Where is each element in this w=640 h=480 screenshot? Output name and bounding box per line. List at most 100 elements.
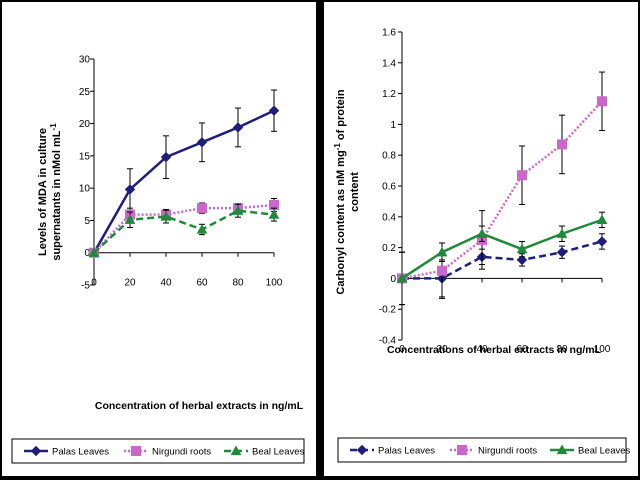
mda-x-tick-label: 100 — [266, 278, 283, 289]
mda-y-tick-label: 5 — [84, 216, 90, 227]
data-point — [268, 105, 280, 116]
mda-y-tick-label: 10 — [79, 184, 91, 195]
mda-legend: Palas Leaves Nirgundi roots Beal Leaves — [11, 438, 305, 464]
legend-marker — [457, 445, 467, 455]
carbonyl-x-tick-label: 80 — [556, 344, 568, 355]
mda-y-tick-label: 15 — [79, 151, 91, 162]
series-line — [401, 218, 603, 280]
carbonyl-legend: Palas Leaves Nirgundi roots Beal Leaves — [337, 437, 631, 463]
legend-entry-label: Palas Leaves — [378, 446, 435, 457]
mda-x-axis-label: Concentration of herbal extracts in ng/m… — [95, 400, 304, 412]
data-point — [196, 137, 208, 148]
legend-entry-label: Nirgundi roots — [478, 446, 537, 457]
mda-y-tick-label: 20 — [79, 119, 91, 130]
data-point — [160, 151, 172, 163]
data-point — [516, 243, 528, 254]
mda-y-tick-label: -5 — [81, 281, 90, 292]
carbonyl-y-axis-label-line1-tail: of protein — [335, 89, 347, 143]
carbonyl-y-tick-label: 0.4 — [382, 212, 396, 223]
mda-chart-panel: Levels of MDA in culture supernatants in… — [2, 2, 316, 476]
carbonyl-series-beal-leaves — [396, 211, 608, 306]
data-point — [196, 223, 208, 234]
legend-marker — [556, 444, 568, 455]
carbonyl-x-tick-label: 100 — [594, 344, 611, 355]
legend-marker — [230, 445, 242, 456]
mda-y-axis-label-unit-exponent: -1 — [49, 123, 58, 131]
data-point — [88, 247, 100, 257]
carbonyl-y-tick-label: 0 — [390, 274, 396, 285]
carbonyl-x-tick-label: 60 — [516, 344, 528, 355]
data-point — [597, 96, 607, 107]
data-point — [556, 228, 568, 238]
mda-x-tick-label: 40 — [160, 278, 172, 289]
mda-legend-box — [11, 438, 305, 464]
mda-y-tick-label: 25 — [79, 87, 91, 98]
legend-marker — [30, 445, 42, 457]
series-line — [402, 240, 603, 280]
carbonyl-chart: Carbonyl content as nM mg-1 of protein c… — [333, 28, 631, 463]
carbonyl-y-tick-label: 1 — [390, 120, 396, 131]
carbonyl-y-tick-label: 1.6 — [382, 28, 396, 39]
data-point — [268, 209, 280, 219]
carbonyl-y-axis-label-line1-text: Carbonyl content as nM mg — [335, 150, 347, 294]
carbonyl-x-tick-label: 40 — [476, 344, 488, 355]
carbonyl-x-tick-label: 0 — [399, 344, 405, 355]
series-line — [401, 100, 603, 280]
mda-y-tick-label: 0 — [84, 248, 90, 259]
mda-x-tick-label: 60 — [196, 278, 208, 289]
series-line — [93, 209, 275, 254]
carbonyl-y-tick-label: 1.2 — [382, 89, 396, 100]
carbonyl-legend-box — [337, 437, 627, 463]
data-point — [596, 214, 608, 224]
data-point — [197, 203, 207, 214]
carbonyl-y-tick-label: -0.2 — [379, 305, 397, 316]
data-point — [437, 265, 447, 276]
data-point — [436, 246, 448, 257]
series-line — [92, 109, 275, 254]
data-point — [232, 122, 244, 133]
data-point — [596, 236, 608, 247]
data-point — [232, 205, 244, 215]
data-point — [516, 254, 528, 266]
mda-x-tick-label: 0 — [91, 278, 97, 289]
carbonyl-y-tick-label: -0.4 — [379, 336, 397, 347]
data-point — [396, 272, 408, 283]
carbonyl-y-axis-label-unit-exponent: -1 — [333, 143, 342, 151]
carbonyl-plot-area: -0.4 -0.2 0 0.2 0.4 0.6 0.8 1 1.2 1.4 1.6 0 20 40 60 80… — [379, 28, 611, 356]
legend-entry-label: Nirgundi roots — [152, 447, 211, 458]
mda-x-tick-label: 20 — [124, 278, 136, 289]
data-point — [124, 184, 136, 195]
carbonyl-y-tick-label: 0.2 — [382, 243, 396, 254]
data-point — [160, 211, 172, 221]
data-point — [557, 139, 567, 150]
legend-entry-label: Beal Leaves — [252, 447, 305, 458]
carbonyl-x-axis-label: Concentrations of herbal extracts in ng/… — [387, 344, 602, 356]
carbonyl-y-axis-label-line2: content — [349, 172, 361, 212]
mda-y-axis-label-line2: supernatants in nMol mL-1 — [49, 123, 63, 261]
mda-series-palas-leaves — [88, 89, 280, 258]
carbonyl-y-tick-label: 0.8 — [382, 151, 396, 162]
legend-marker — [356, 444, 368, 456]
data-point — [124, 214, 136, 224]
mda-y-axis-label-line2-text: supernatants in nMol mL — [51, 130, 63, 260]
mda-y-axis-label-line1: Levels of MDA in culture — [37, 128, 49, 256]
carbonyl-y-axis-label-line1: Carbonyl content as nM mg-1 of protein — [333, 89, 347, 294]
data-point — [476, 228, 488, 238]
mda-y-tick-label: 30 — [79, 55, 91, 66]
mda-series-nirgundi-roots — [89, 197, 279, 258]
carbonyl-series-palas-leaves — [396, 233, 608, 306]
legend-entry-label: Beal Leaves — [578, 446, 631, 457]
carbonyl-chart-panel: Carbonyl content as nM mg-1 of protein c… — [324, 2, 638, 476]
legend-entry-label: Palas Leaves — [52, 447, 109, 458]
data-point — [517, 170, 527, 181]
data-point — [556, 247, 568, 258]
carbonyl-series-nirgundi-roots — [397, 71, 607, 306]
carbonyl-y-tick-label: 0.6 — [382, 182, 396, 193]
legend-marker — [131, 446, 141, 456]
mda-chart: Levels of MDA in culture supernatants in… — [11, 55, 305, 464]
carbonyl-y-tick-label: 1.4 — [382, 58, 396, 69]
mda-series-beal-leaves — [88, 203, 280, 257]
carbonyl-x-tick-label: 20 — [436, 344, 448, 355]
mda-x-tick-label: 80 — [232, 278, 244, 289]
